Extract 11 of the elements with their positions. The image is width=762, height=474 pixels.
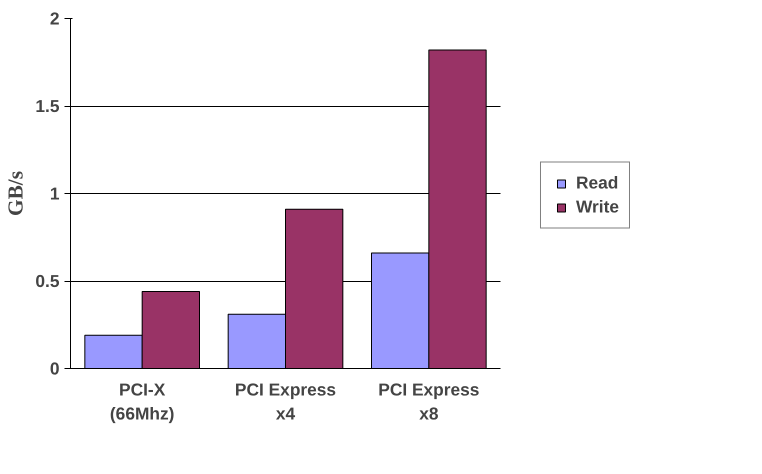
legend-label: Read — [576, 172, 618, 194]
y-tick-label: 2 — [50, 8, 60, 28]
y-tick-label: 1 — [50, 184, 60, 204]
legend-label: Write — [576, 196, 620, 218]
x-tick-label: PCI-X (66Mhz) — [110, 380, 174, 424]
y-tick-label: 0.5 — [35, 271, 60, 291]
x-tick-label: PCI Express x8 — [378, 380, 480, 424]
y-tick-label: 1.5 — [35, 96, 60, 116]
y-axis-title: GB/s — [3, 170, 28, 216]
x-tick-label: PCI Express x4 — [234, 380, 336, 424]
y-tick-label: 0 — [50, 358, 60, 378]
